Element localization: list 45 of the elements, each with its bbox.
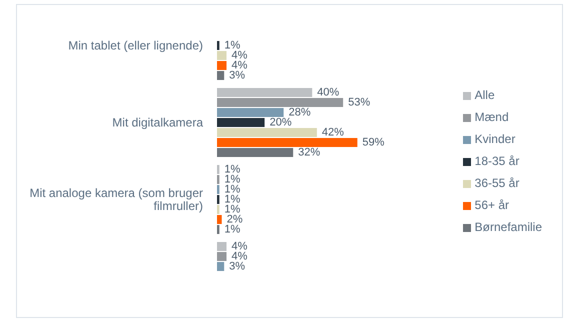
data-label: 2% bbox=[226, 214, 243, 226]
data-label: 4% bbox=[232, 240, 248, 252]
y-tick-label: Mit digitalkamera bbox=[112, 116, 204, 130]
data-label: 4% bbox=[232, 50, 248, 62]
data-label: 53% bbox=[348, 96, 370, 108]
bar bbox=[217, 138, 358, 147]
bar bbox=[217, 98, 344, 107]
data-label: 1% bbox=[224, 174, 240, 186]
data-label: 20% bbox=[270, 116, 292, 128]
data-label: 1% bbox=[224, 224, 240, 236]
data-label: 3% bbox=[229, 260, 246, 272]
data-label: 59% bbox=[362, 136, 385, 148]
bar bbox=[217, 88, 312, 97]
legend-label: 36-55 år bbox=[474, 176, 520, 190]
bar bbox=[217, 148, 294, 157]
legend-label: Mænd bbox=[474, 110, 509, 124]
bar bbox=[217, 71, 224, 80]
data-label: 40% bbox=[317, 86, 340, 98]
bar bbox=[217, 118, 265, 127]
data-label: 3% bbox=[229, 70, 246, 82]
data-label: 4% bbox=[232, 60, 248, 72]
bar bbox=[217, 242, 227, 251]
legend-label: Kvinder bbox=[474, 132, 516, 146]
bar bbox=[217, 51, 227, 60]
data-label: 1% bbox=[224, 204, 240, 216]
data-label: 4% bbox=[232, 250, 248, 262]
legend-label: Alle bbox=[474, 88, 495, 102]
y-tick-label: Min tablet (eller lignende) bbox=[68, 38, 203, 52]
data-label: 28% bbox=[288, 106, 311, 118]
data-label: 1% bbox=[224, 194, 240, 206]
bar bbox=[217, 61, 227, 70]
bar bbox=[217, 262, 224, 271]
data-label: 1% bbox=[224, 164, 240, 176]
legend-label: 18-35 år bbox=[474, 154, 520, 168]
y-tick-label: Mit analoge kamera (som bruger filmruller) bbox=[30, 186, 203, 213]
legend-label: Børnefamilie bbox=[474, 220, 542, 234]
bar bbox=[217, 108, 284, 117]
bar bbox=[217, 252, 227, 261]
data-label: 32% bbox=[298, 146, 320, 158]
data-label: 1% bbox=[224, 184, 240, 196]
bar bbox=[217, 128, 317, 137]
bar bbox=[217, 215, 222, 224]
data-label: 1% bbox=[224, 40, 240, 52]
data-label: 42% bbox=[322, 126, 344, 138]
legend-label: 56+ år bbox=[474, 198, 509, 212]
